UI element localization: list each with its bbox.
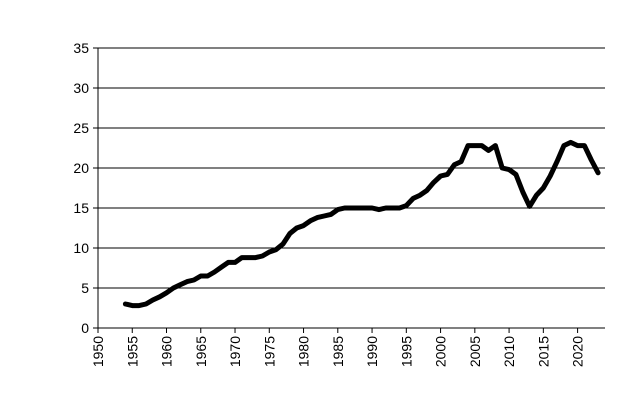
- x-tick-label: 1975: [261, 336, 277, 367]
- gridlines: [98, 47, 605, 289]
- x-axis-ticks: 1950 1955 1960 1965 1970 1975 1980 1985 1990 1995…: [90, 328, 586, 367]
- y-tick-label: 35: [73, 40, 89, 56]
- y-tick-label: 30: [73, 80, 89, 96]
- y-axis-ticks: 0 5 10 15 20 25 30 35: [73, 40, 98, 336]
- y-tick-label: 25: [73, 120, 89, 136]
- x-tick-label: 1995: [398, 336, 414, 367]
- x-tick-label: 1970: [227, 336, 243, 367]
- x-tick-label: 1990: [364, 336, 380, 367]
- x-tick-label: 2005: [467, 336, 483, 367]
- x-tick-label: 2000: [433, 336, 449, 367]
- y-tick-label: 0: [81, 320, 89, 336]
- x-tick-label: 2020: [570, 336, 586, 367]
- y-tick-label: 20: [73, 160, 89, 176]
- y-tick-label: 15: [73, 200, 89, 216]
- x-tick-label: 1985: [330, 336, 346, 367]
- y-tick-label: 5: [81, 280, 89, 296]
- x-tick-label: 1950: [90, 336, 106, 367]
- x-tick-label: 1980: [296, 336, 312, 367]
- series-line: [122, 139, 601, 309]
- x-tick-label: 1955: [124, 336, 140, 367]
- x-tick-label: 2010: [501, 336, 517, 367]
- x-tick-label: 2015: [535, 336, 551, 367]
- y-tick-label: 10: [73, 240, 89, 256]
- x-tick-label: 1960: [159, 336, 175, 367]
- x-tick-label: 1965: [193, 336, 209, 367]
- axes: [97, 48, 605, 329]
